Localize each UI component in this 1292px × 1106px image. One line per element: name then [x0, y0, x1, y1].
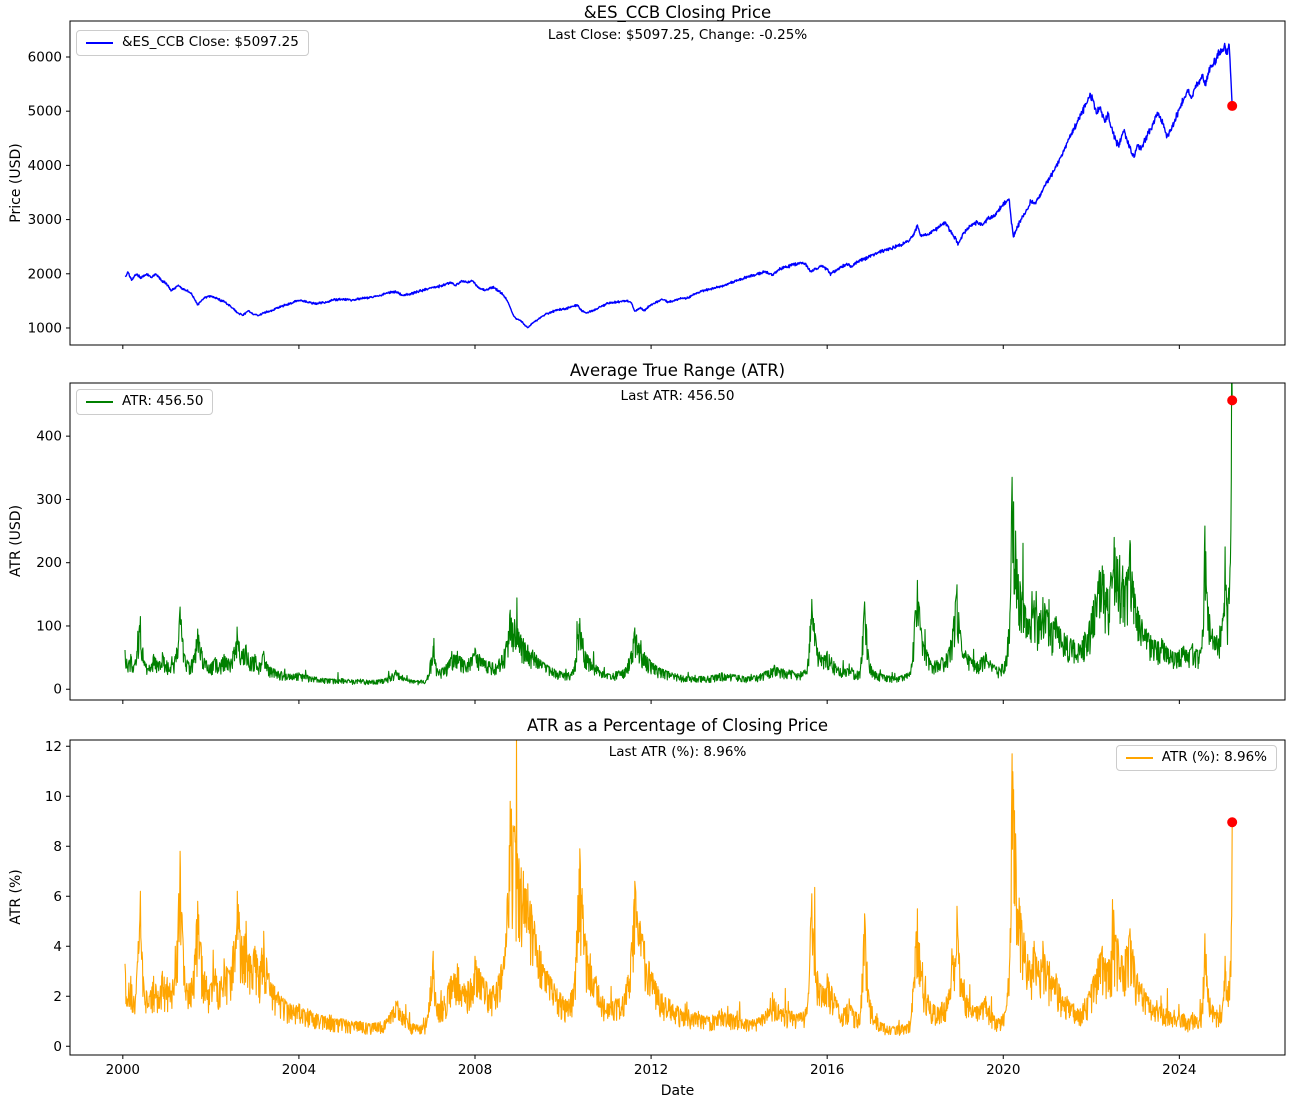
atr-line — [124, 383, 1233, 686]
svg-text:2000: 2000 — [106, 1062, 140, 1078]
closing-price-chart: 1000 2000 3000 4000 5000 6000 — [28, 20, 1286, 349]
atr-percent-y-ticks: 0 2 4 6 8 10 12 — [45, 739, 70, 1055]
svg-text:2012: 2012 — [634, 1062, 668, 1078]
svg-text:2004: 2004 — [282, 1062, 316, 1078]
atr-percent-last-point-marker — [1227, 817, 1238, 828]
svg-text:2020: 2020 — [986, 1062, 1020, 1078]
atr-pct-chart-legend: ATR (%): 8.96% — [1115, 745, 1277, 771]
atr-percent-plot-border — [69, 739, 1286, 1056]
atr-percent-chart: 0 2 4 6 8 10 12 2000 2004 2008 2012 2016 2020 2024 — [45, 739, 1286, 1078]
atr-plot-border — [69, 382, 1286, 701]
price-chart-subtitle: Last Close: $5097.25, Change: -0.25% — [547, 27, 808, 43]
price-legend-label: &ES_CCB Close: $5097.25 — [122, 34, 299, 50]
svg-text:200: 200 — [36, 555, 62, 571]
atr-chart-subtitle: Last ATR: 456.50 — [620, 388, 735, 404]
closing-price-plot-border — [69, 20, 1286, 346]
price-chart-legend: &ES_CCB Close: $5097.25 — [76, 30, 309, 56]
svg-text:4000: 4000 — [28, 158, 62, 174]
svg-text:2: 2 — [53, 989, 62, 1005]
closing-price-y-ticks: 1000 2000 3000 4000 5000 6000 — [28, 49, 70, 336]
atr-chart: 0 100 200 300 400 — [36, 382, 1286, 704]
closing-price-line — [124, 42, 1233, 329]
svg-text:3000: 3000 — [28, 212, 62, 228]
svg-text:1000: 1000 — [28, 320, 62, 336]
svg-text:300: 300 — [36, 492, 62, 508]
atr-y-ticks: 0 100 200 300 400 — [36, 429, 70, 698]
atr-legend-label: ATR: 456.50 — [122, 393, 204, 409]
atr-percent-x-ticks: 2000 2004 2008 2012 2016 2020 2024 — [106, 1055, 1197, 1078]
svg-text:400: 400 — [36, 429, 62, 445]
svg-text:2000: 2000 — [28, 266, 62, 282]
price-y-axis-label: Price (USD) — [8, 143, 24, 223]
svg-text:10: 10 — [45, 789, 62, 805]
closing-price-x-ticks — [122, 345, 1180, 349]
svg-text:8: 8 — [53, 839, 62, 855]
svg-text:2016: 2016 — [810, 1062, 844, 1078]
svg-text:12: 12 — [45, 739, 62, 755]
legend-line-sample-blue — [86, 41, 113, 44]
atr-pct-chart-title: ATR as a Percentage of Closing Price — [526, 716, 829, 735]
price-chart-title: &ES_CCB Closing Price — [583, 3, 772, 22]
legend-line-sample-orange — [1125, 756, 1153, 759]
atr-pct-legend-label: ATR (%): 8.96% — [1161, 749, 1267, 765]
svg-text:2024: 2024 — [1162, 1062, 1196, 1078]
svg-text:0: 0 — [53, 1039, 62, 1055]
closing-price-last-point-marker — [1227, 100, 1238, 111]
atr-last-point-marker — [1227, 395, 1238, 406]
atr-pct-y-axis-label: ATR (%) — [8, 869, 24, 925]
svg-text:5000: 5000 — [28, 104, 62, 120]
svg-text:2008: 2008 — [458, 1062, 492, 1078]
svg-text:6: 6 — [53, 889, 62, 905]
atr-y-axis-label: ATR (USD) — [8, 504, 24, 578]
svg-text:6000: 6000 — [28, 49, 62, 65]
svg-text:100: 100 — [36, 618, 62, 634]
atr-chart-title: Average True Range (ATR) — [569, 361, 786, 380]
atr-x-ticks — [122, 700, 1180, 704]
svg-text:0: 0 — [53, 682, 62, 698]
legend-line-sample-green — [86, 400, 113, 403]
atr-pct-chart-subtitle: Last ATR (%): 8.96% — [608, 744, 747, 760]
atr-percent-line — [124, 740, 1233, 1036]
atr-chart-legend: ATR: 456.50 — [76, 389, 214, 415]
svg-text:4: 4 — [53, 939, 62, 955]
x-axis-label: Date — [660, 1083, 695, 1099]
